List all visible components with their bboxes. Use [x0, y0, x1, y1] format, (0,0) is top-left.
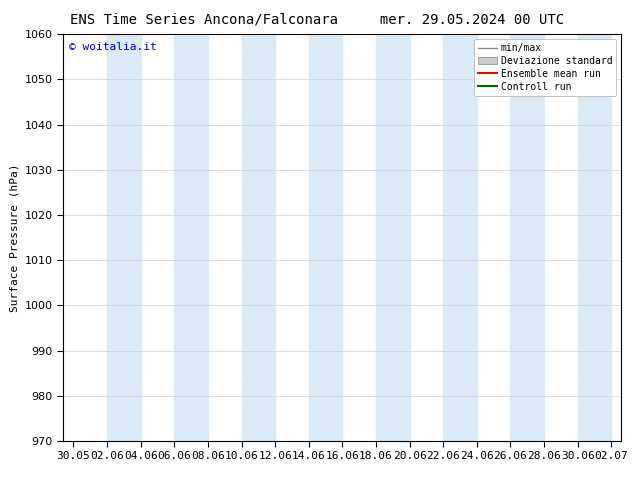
Legend: min/max, Deviazione standard, Ensemble mean run, Controll run: min/max, Deviazione standard, Ensemble m…	[474, 39, 616, 96]
Bar	[578, 34, 611, 441]
Bar	[376, 34, 410, 441]
Y-axis label: Surface Pressure (hPa): Surface Pressure (hPa)	[10, 163, 19, 312]
Bar	[242, 34, 275, 441]
Bar	[443, 34, 477, 441]
Text: © woitalia.it: © woitalia.it	[69, 43, 157, 52]
Bar	[107, 34, 141, 441]
Bar	[174, 34, 208, 441]
Bar	[510, 34, 544, 441]
Bar	[309, 34, 342, 441]
Text: ENS Time Series Ancona/Falconara     mer. 29.05.2024 00 UTC: ENS Time Series Ancona/Falconara mer. 29…	[70, 12, 564, 26]
